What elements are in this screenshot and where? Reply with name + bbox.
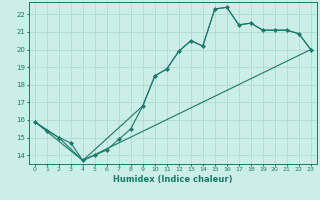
X-axis label: Humidex (Indice chaleur): Humidex (Indice chaleur) <box>113 175 233 184</box>
